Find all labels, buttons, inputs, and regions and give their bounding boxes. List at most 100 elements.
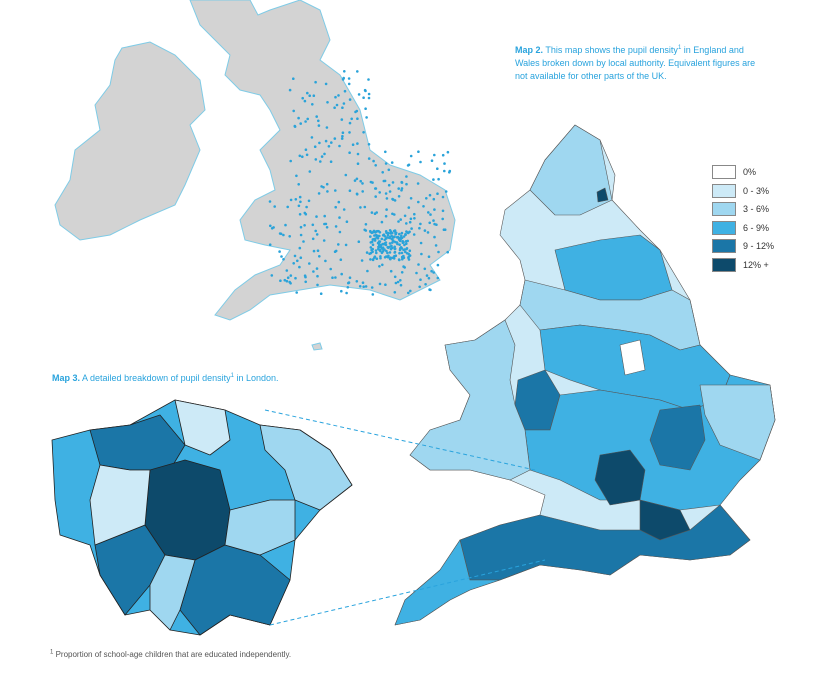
school-dot — [361, 281, 365, 285]
school-dot — [307, 199, 311, 203]
school-dot — [314, 158, 318, 161]
school-dot — [446, 150, 450, 154]
school-dot — [375, 211, 379, 214]
school-dot — [326, 190, 329, 193]
school-dot — [424, 283, 427, 286]
school-dot — [377, 229, 380, 233]
school-dot — [417, 150, 420, 153]
school-dot — [412, 233, 416, 236]
uk-ireland-map — [54, 0, 456, 351]
school-dot — [441, 217, 445, 221]
school-dot — [443, 169, 446, 173]
school-dot — [387, 236, 391, 239]
legend-swatch — [712, 165, 736, 180]
school-dot — [298, 265, 301, 269]
footnote-marker: 1 — [230, 373, 234, 379]
region — [649, 404, 706, 471]
region — [459, 504, 751, 581]
school-dot — [315, 215, 318, 218]
great-britain — [189, 0, 456, 321]
school-dot — [288, 235, 292, 238]
school-dot — [371, 238, 375, 241]
school-dot — [358, 285, 362, 288]
school-dot — [356, 70, 359, 73]
school-dot — [361, 182, 364, 185]
school-dot — [398, 243, 401, 246]
school-dot — [329, 267, 333, 271]
caption-text: A detailed breakdown of pupil density — [82, 373, 231, 383]
school-dot — [353, 179, 357, 182]
school-dot — [294, 198, 298, 201]
school-dot — [388, 245, 392, 249]
isle-of-wight — [311, 342, 323, 351]
school-dot — [294, 276, 297, 280]
caption-label: Map 2. — [515, 45, 544, 55]
school-dot — [371, 258, 375, 261]
school-dot — [366, 269, 369, 273]
school-dot — [333, 106, 336, 109]
school-dot — [334, 276, 337, 279]
school-dot — [338, 230, 342, 234]
school-dot — [383, 238, 387, 242]
borough — [174, 399, 231, 456]
school-dot — [268, 243, 272, 246]
school-dot — [306, 91, 309, 95]
school-dot — [384, 230, 388, 233]
school-dot — [415, 271, 418, 275]
school-dot — [436, 263, 440, 267]
school-dot — [425, 197, 428, 200]
school-dot — [341, 78, 345, 81]
school-dot — [344, 173, 348, 177]
school-dot — [381, 250, 385, 253]
school-dot — [404, 240, 408, 243]
school-dot — [432, 178, 435, 181]
school-dot — [388, 190, 392, 193]
school-dot — [407, 291, 410, 295]
school-dot — [375, 257, 379, 261]
school-dot — [379, 243, 383, 247]
school-dot — [314, 80, 317, 84]
school-dot — [419, 278, 422, 282]
school-dot — [406, 164, 410, 167]
school-dot — [325, 126, 329, 129]
school-dot — [348, 276, 352, 280]
school-dot — [341, 131, 345, 134]
connector-line — [269, 559, 546, 626]
school-dot — [311, 223, 315, 227]
school-dot — [369, 258, 372, 261]
school-dot — [402, 248, 405, 252]
school-dot — [297, 183, 301, 186]
school-dot — [387, 183, 391, 187]
school-dot — [416, 182, 420, 185]
school-dot — [347, 82, 351, 86]
school-dot — [419, 160, 422, 164]
school-dot — [380, 237, 384, 241]
school-dot — [391, 212, 394, 216]
school-dot — [432, 197, 436, 201]
school-dot — [446, 250, 450, 254]
school-dot — [369, 230, 372, 234]
school-dot — [356, 152, 360, 156]
school-dot — [298, 195, 302, 199]
borough — [259, 424, 353, 511]
school-dot — [286, 205, 290, 209]
school-dot — [409, 217, 413, 221]
school-dot — [278, 250, 281, 253]
school-dot — [430, 159, 434, 162]
region — [529, 124, 613, 216]
school-dot — [343, 89, 347, 93]
school-dot — [317, 192, 321, 195]
school-dot — [288, 88, 292, 92]
school-dot — [400, 251, 404, 255]
school-dot — [374, 237, 377, 241]
school-dot — [362, 285, 366, 289]
school-dot — [270, 274, 274, 277]
school-dot — [367, 96, 371, 100]
school-dot — [326, 101, 329, 104]
school-dot — [319, 160, 322, 163]
school-dot — [398, 251, 401, 255]
school-dot — [378, 282, 382, 286]
legend-swatch — [712, 257, 736, 272]
school-dot — [405, 247, 409, 250]
